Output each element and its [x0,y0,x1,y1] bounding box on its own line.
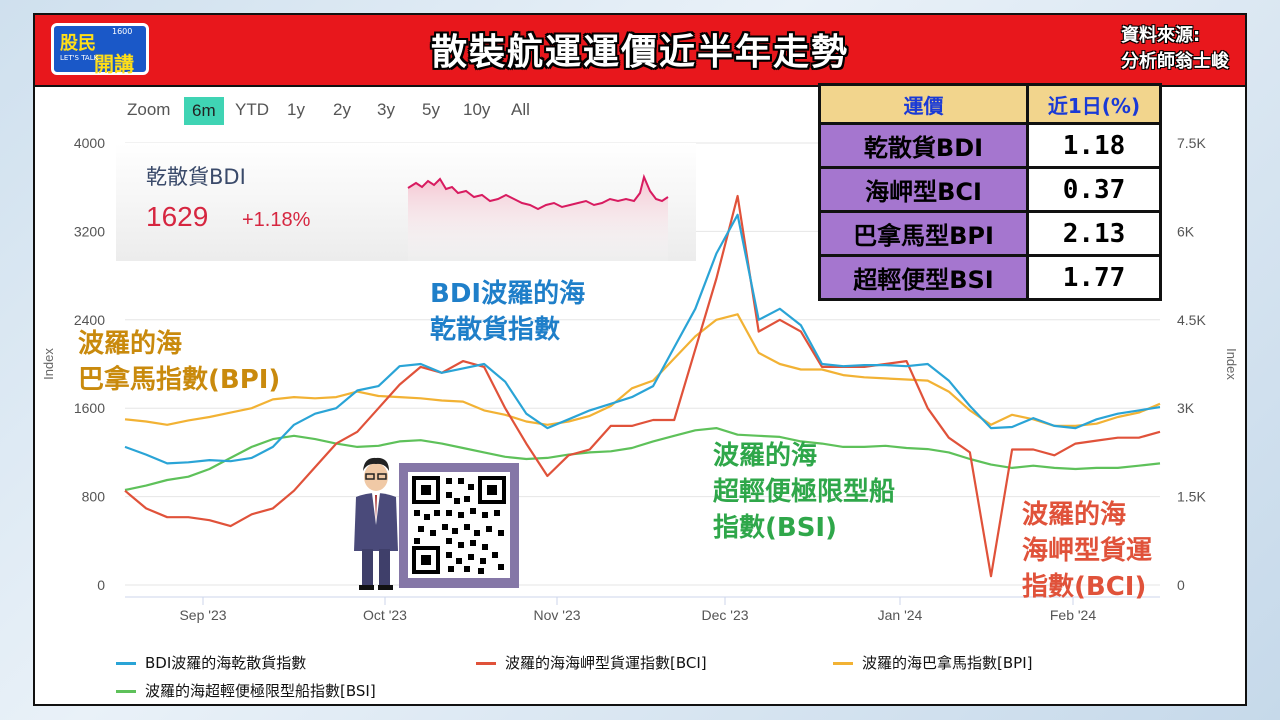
table-header-row: 運價 近1日(%) [818,83,1162,125]
legend-item-bdi[interactable]: BDI波羅的海乾散貨指數 [145,654,307,672]
annotation-bpi-line1: 波羅的海 [78,329,183,359]
logo-text-main: 股民 [60,33,96,54]
table-row: 海岬型BCI 0.37 [818,166,1162,213]
bdi-mini-widget: 乾散貨BDI 1629 +1.18% [116,143,696,261]
zoom-label: Zoom [127,100,171,119]
legend-swatch-bdi [116,662,136,665]
annotation-bci-line2: 海岬型貨運 [1022,536,1153,566]
bpi-series-line [124,313,1161,427]
y-left-tick-label: 4000 [74,135,105,151]
zoom-ytd-button[interactable]: YTD [235,100,269,119]
mini-widget-value: 1629 [146,201,209,232]
legend-item-bpi[interactable]: 波羅的海巴拿馬指數[BPI] [862,654,1033,672]
x-tick-label: Dec '23 [701,607,748,623]
table-header-name: 運價 [818,83,1029,125]
annotation-bsi-line2: 超輕便極限型船 [713,477,896,507]
annotation-bdi-line1: BDI波羅的海 [430,279,586,309]
y-right-tick-label: 0 [1177,577,1185,593]
zoom-2y-button[interactable]: 2y [333,100,351,119]
bci-series-line [124,194,1161,578]
table-row: 巴拿馬型BPI 2.13 [818,210,1162,257]
y-left-tick-label: 2400 [74,312,105,328]
annotation-bci-line1: 波羅的海 [1022,500,1127,530]
annotation-bdi-line2: 乾散貨指數 [430,315,561,345]
daily-change-table: 運價 近1日(%) 乾散貨BDI 1.18 海岬型BCI 0.37 巴拿馬型BP… [818,83,1162,301]
annotation-bsi-line1: 波羅的海 [713,441,818,471]
title-bar: 股民 開講 LET'S TALK 1600 散裝航運運價近半年走勢 資料來源: … [35,15,1245,87]
legend-item-bci[interactable]: 波羅的海海岬型貨運指數[BCI] [505,654,707,672]
y-right-tick-label: 3K [1177,400,1195,416]
line-chart: 0 800 1600 2400 3200 4000 0 1.5K 3K 4.5K 6K 7.5K Ind… [41,135,1239,623]
table-cell-value: 1.77 [1026,254,1162,301]
y-right-tick-label: 7.5K [1177,135,1206,151]
y-right-axis-label: Index [1224,348,1239,380]
x-tick-label: Nov '23 [533,607,580,623]
table-cell-name: 海岬型BCI [818,166,1029,213]
zoom-1y-button[interactable]: 1y [287,100,305,119]
y-right-tick-label: 4.5K [1177,312,1206,328]
x-tick-label: Feb '24 [1050,607,1096,623]
y-left-axis-label: Index [41,348,56,380]
zoom-10y-button[interactable]: 10y [463,100,491,119]
zoom-6m-button[interactable]: 6m [184,97,224,125]
annotation-bpi: 波羅的海 巴拿馬指數(BPI) [78,326,280,398]
annotation-bsi: 波羅的海 超輕便極限型船 指數(BSI) [713,438,895,546]
mini-widget-change: +1.18% [242,209,311,231]
legend-item-bsi[interactable]: 波羅的海超輕便極限型船指數[BSI] [145,682,376,700]
table-cell-value: 2.13 [1026,210,1162,257]
bdi-series-line [124,213,1161,465]
table-cell-name: 超輕便型BSI [818,254,1029,301]
table-row: 乾散貨BDI 1.18 [818,122,1162,169]
y-right-tick-label: 1.5K [1177,489,1206,505]
annotation-bdi: BDI波羅的海 乾散貨指數 [430,276,585,348]
mini-widget-title: 乾散貨BDI [146,165,246,189]
mini-sparkline [407,173,669,261]
data-source: 資料來源: 分析師翁士峻 [1121,23,1229,75]
zoom-5y-button[interactable]: 5y [422,100,440,119]
table-row: 超輕便型BSI 1.77 [818,254,1162,301]
annotation-bci-line3: 指數(BCI) [1022,572,1147,602]
legend-swatch-bpi [833,662,853,665]
zoom-all-button[interactable]: All [511,100,530,119]
table-header-change: 近1日(%) [1026,83,1162,125]
mini-sparkline-area [408,177,668,261]
legend-swatch-bsi [116,690,136,693]
qr-code-frame[interactable] [399,463,519,588]
annotation-bci: 波羅的海 海岬型貨運 指數(BCI) [1022,497,1152,605]
logo-text-sub: 開講 [94,52,134,76]
bsi-series-line [124,427,1161,492]
x-tick-label: Jan '24 [878,607,923,623]
legend-swatch-bci [476,662,496,665]
mini-sparkline-line [407,173,669,211]
table-cell-value: 0.37 [1026,166,1162,213]
table-cell-name: 巴拿馬型BPI [818,210,1029,257]
y-left-tick-label: 1600 [74,400,105,416]
y-right-tick-label: 6K [1177,223,1195,239]
source-author: 分析師翁士峻 [1121,51,1229,72]
x-tick-label: Sep '23 [179,607,226,623]
channel-logo: 股民 開講 LET'S TALK 1600 [51,23,149,76]
qr-code-icon [412,476,506,574]
table-cell-name: 乾散貨BDI [818,122,1029,169]
annotation-bpi-line2: 巴拿馬指數(BPI) [78,365,281,395]
logo-text-small: LET'S TALK [60,54,99,62]
analyst-avatar [354,457,398,590]
annotation-bsi-line3: 指數(BSI) [713,513,837,543]
source-label: 資料來源: [1121,25,1201,46]
y-left-tick-label: 3200 [74,223,105,239]
logo-text-number: 1600 [112,27,133,36]
y-left-tick-label: 800 [82,489,106,505]
table-cell-value: 1.18 [1026,122,1162,169]
page-title: 散裝航運運價近半年走勢 [430,32,849,73]
zoom-3y-button[interactable]: 3y [377,100,395,119]
x-tick-label: Oct '23 [363,607,407,623]
qr-code-area [408,472,510,578]
y-left-tick-label: 0 [97,577,105,593]
